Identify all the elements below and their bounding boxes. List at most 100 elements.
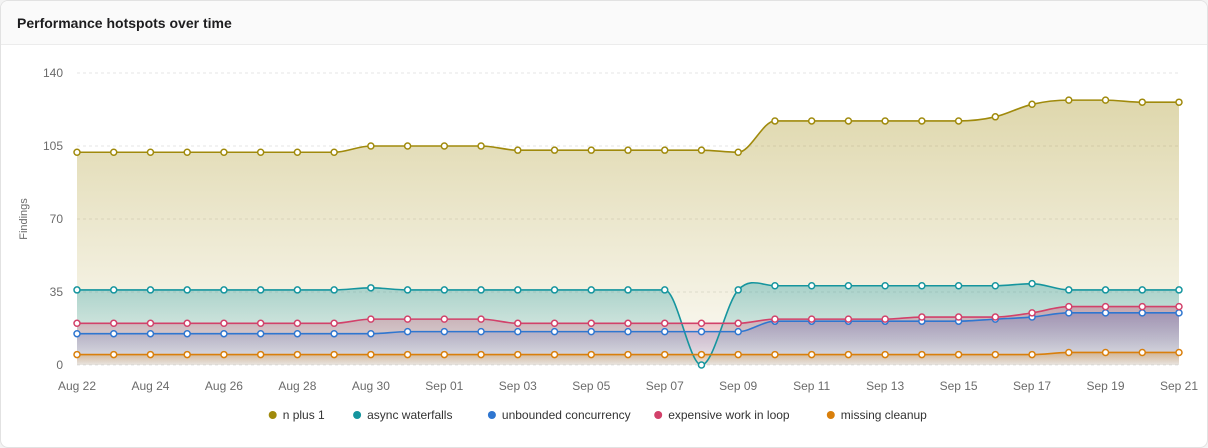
data-point-n-plus-1[interactable]: [146, 148, 155, 157]
data-point-unbounded-concurrency[interactable]: [697, 327, 706, 336]
data-point-expensive-work-in-loop[interactable]: [954, 313, 963, 321]
data-point-async-waterfalls[interactable]: [514, 286, 522, 294]
data-point-expensive-work-in-loop[interactable]: [734, 319, 742, 328]
data-point-expensive-work-in-loop[interactable]: [1101, 302, 1110, 311]
data-point-async-waterfalls[interactable]: [771, 281, 779, 290]
data-point-missing-cleanup[interactable]: [1028, 350, 1036, 359]
data-point-missing-cleanup[interactable]: [1175, 348, 1183, 357]
data-point-n-plus-1[interactable]: [697, 146, 706, 154]
data-point-unbounded-concurrency[interactable]: [440, 327, 449, 336]
data-point-missing-cleanup[interactable]: [991, 350, 1000, 359]
data-point-async-waterfalls[interactable]: [624, 286, 632, 294]
data-point-async-waterfalls[interactable]: [734, 286, 742, 294]
data-point-unbounded-concurrency[interactable]: [1101, 309, 1110, 317]
data-point-n-plus-1[interactable]: [734, 148, 742, 157]
data-point-unbounded-concurrency[interactable]: [293, 329, 302, 338]
data-point-async-waterfalls[interactable]: [440, 286, 449, 294]
data-point-expensive-work-in-loop[interactable]: [587, 319, 596, 328]
data-point-n-plus-1[interactable]: [550, 146, 559, 154]
data-point-async-waterfalls[interactable]: [954, 281, 963, 290]
data-point-unbounded-concurrency[interactable]: [330, 329, 338, 338]
legend-item-missing-cleanup[interactable]: missing cleanup: [826, 408, 927, 422]
data-point-missing-cleanup[interactable]: [220, 350, 228, 359]
data-point-expensive-work-in-loop[interactable]: [624, 319, 632, 328]
data-point-expensive-work-in-loop[interactable]: [514, 319, 522, 328]
data-point-expensive-work-in-loop[interactable]: [918, 313, 926, 321]
data-point-n-plus-1[interactable]: [918, 117, 926, 125]
legend-item-expensive-work-in-loop[interactable]: expensive work in loop: [654, 408, 790, 422]
data-point-async-waterfalls[interactable]: [1028, 279, 1036, 288]
data-point-unbounded-concurrency[interactable]: [73, 329, 81, 338]
data-point-unbounded-concurrency[interactable]: [514, 327, 522, 336]
data-point-async-waterfalls[interactable]: [367, 284, 375, 292]
data-point-n-plus-1[interactable]: [440, 142, 449, 150]
legend-item-n-plus-1[interactable]: n plus 1: [268, 408, 325, 422]
data-point-unbounded-concurrency[interactable]: [624, 327, 632, 336]
data-point-async-waterfalls[interactable]: [403, 286, 412, 294]
data-point-unbounded-concurrency[interactable]: [1065, 309, 1073, 317]
data-point-expensive-work-in-loop[interactable]: [881, 315, 889, 323]
data-point-missing-cleanup[interactable]: [183, 350, 191, 359]
data-point-unbounded-concurrency[interactable]: [1138, 309, 1147, 317]
data-point-missing-cleanup[interactable]: [771, 350, 779, 359]
data-point-missing-cleanup[interactable]: [550, 350, 559, 359]
data-point-async-waterfalls[interactable]: [183, 286, 191, 294]
data-point-missing-cleanup[interactable]: [734, 350, 742, 359]
data-point-expensive-work-in-loop[interactable]: [330, 319, 338, 328]
data-point-expensive-work-in-loop[interactable]: [109, 319, 118, 328]
data-point-async-waterfalls[interactable]: [918, 281, 926, 290]
data-point-expensive-work-in-loop[interactable]: [550, 319, 559, 328]
data-point-async-waterfalls[interactable]: [256, 286, 265, 294]
data-point-missing-cleanup[interactable]: [367, 350, 375, 359]
data-point-n-plus-1[interactable]: [624, 146, 632, 154]
data-point-unbounded-concurrency[interactable]: [403, 327, 412, 336]
data-point-n-plus-1[interactable]: [183, 148, 191, 157]
data-point-unbounded-concurrency[interactable]: [734, 327, 742, 336]
data-point-unbounded-concurrency[interactable]: [587, 327, 596, 336]
data-point-n-plus-1[interactable]: [991, 113, 1000, 121]
data-point-async-waterfalls[interactable]: [1101, 286, 1110, 294]
data-point-n-plus-1[interactable]: [367, 142, 375, 150]
data-point-missing-cleanup[interactable]: [477, 350, 485, 359]
data-point-unbounded-concurrency[interactable]: [256, 329, 265, 338]
data-point-n-plus-1[interactable]: [954, 117, 963, 125]
data-point-missing-cleanup[interactable]: [256, 350, 265, 359]
legend[interactable]: n plus 1 async waterfalls unbounded concur…: [268, 408, 927, 422]
data-point-unbounded-concurrency[interactable]: [660, 327, 669, 336]
data-point-missing-cleanup[interactable]: [514, 350, 522, 359]
data-point-async-waterfalls[interactable]: [991, 281, 1000, 290]
data-point-n-plus-1[interactable]: [844, 117, 853, 125]
data-point-async-waterfalls[interactable]: [293, 286, 302, 294]
data-point-expensive-work-in-loop[interactable]: [440, 315, 449, 323]
data-point-missing-cleanup[interactable]: [1138, 348, 1147, 357]
data-point-expensive-work-in-loop[interactable]: [771, 315, 779, 323]
data-point-expensive-work-in-loop[interactable]: [807, 315, 816, 323]
data-point-n-plus-1[interactable]: [587, 146, 596, 154]
data-point-expensive-work-in-loop[interactable]: [403, 315, 412, 323]
data-point-missing-cleanup[interactable]: [403, 350, 412, 359]
data-point-expensive-work-in-loop[interactable]: [220, 319, 228, 328]
data-point-async-waterfalls[interactable]: [1138, 286, 1147, 294]
data-point-expensive-work-in-loop[interactable]: [183, 319, 191, 328]
data-point-missing-cleanup[interactable]: [587, 350, 596, 359]
data-point-n-plus-1[interactable]: [1101, 96, 1110, 104]
data-point-n-plus-1[interactable]: [881, 117, 889, 125]
data-point-async-waterfalls[interactable]: [881, 281, 889, 290]
data-point-missing-cleanup[interactable]: [697, 350, 706, 359]
data-point-async-waterfalls[interactable]: [1175, 286, 1183, 294]
data-point-n-plus-1[interactable]: [514, 146, 522, 154]
data-point-missing-cleanup[interactable]: [1101, 348, 1110, 357]
data-point-expensive-work-in-loop[interactable]: [991, 313, 1000, 321]
data-point-async-waterfalls[interactable]: [587, 286, 596, 294]
data-point-missing-cleanup[interactable]: [330, 350, 338, 359]
data-point-expensive-work-in-loop[interactable]: [1138, 302, 1147, 311]
data-point-missing-cleanup[interactable]: [73, 350, 81, 359]
data-point-async-waterfalls[interactable]: [807, 281, 816, 290]
data-point-n-plus-1[interactable]: [109, 148, 118, 157]
data-point-unbounded-concurrency[interactable]: [550, 327, 559, 336]
data-point-n-plus-1[interactable]: [807, 117, 816, 125]
data-point-unbounded-concurrency[interactable]: [146, 329, 155, 338]
data-point-unbounded-concurrency[interactable]: [477, 327, 485, 336]
data-point-missing-cleanup[interactable]: [440, 350, 449, 359]
data-point-expensive-work-in-loop[interactable]: [1028, 309, 1036, 317]
